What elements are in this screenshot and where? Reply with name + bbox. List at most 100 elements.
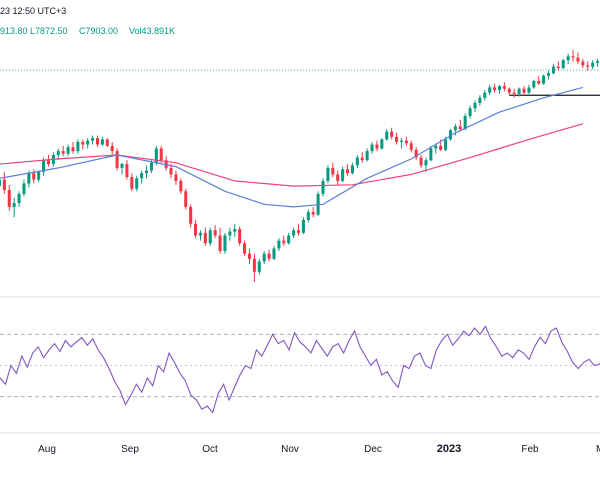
candle-body	[586, 65, 590, 67]
candle-body	[507, 88, 511, 93]
candle-body	[341, 169, 345, 181]
x-tick-oct: Oct	[202, 444, 218, 455]
x-tick-2023: 2023	[437, 443, 461, 455]
candle-body	[86, 140, 90, 145]
header-close: C7903.00	[79, 26, 118, 36]
header-datetime: 23 12:50 UTC+3	[0, 6, 66, 16]
candle-body	[360, 157, 364, 161]
candle-body	[301, 219, 305, 233]
candle-body	[174, 174, 178, 181]
candle-body	[591, 62, 595, 67]
candle-body	[497, 86, 502, 91]
candle-body	[365, 151, 369, 161]
candle-body	[571, 56, 575, 58]
candle-body	[272, 248, 276, 259]
candle-body	[468, 108, 472, 117]
candle-body	[189, 206, 193, 224]
candle-body	[424, 160, 428, 166]
candle-body	[463, 116, 467, 129]
candle-body	[434, 145, 438, 149]
candle-body	[267, 253, 271, 259]
candle-body	[458, 126, 462, 129]
oscillator-pane	[0, 325, 600, 414]
candle-body	[27, 173, 31, 184]
candle-body	[370, 144, 374, 152]
candle-body	[488, 87, 492, 93]
candle-body	[551, 66, 555, 74]
candle-body	[566, 56, 570, 61]
candle-body	[203, 232, 207, 244]
header-high: 913.80	[0, 26, 28, 36]
candle-body	[198, 232, 202, 236]
candle-body	[596, 61, 600, 63]
candle-body	[100, 139, 104, 145]
candle-body	[37, 171, 41, 180]
candle-body	[22, 183, 26, 194]
candle-body	[331, 167, 335, 175]
x-tick-mar: M	[596, 444, 600, 455]
candle-body	[233, 228, 237, 232]
x-tick-aug: Aug	[38, 444, 56, 455]
candle-body	[375, 144, 379, 149]
candle-body	[243, 243, 247, 254]
candle-body	[448, 130, 452, 140]
candle-body	[179, 180, 183, 192]
candle-body	[311, 212, 315, 215]
x-tick-feb: Feb	[521, 444, 539, 455]
candle-body	[32, 173, 36, 180]
candle-body	[12, 203, 16, 207]
candle-body	[208, 230, 212, 244]
candle-body	[380, 139, 384, 149]
candle-body	[350, 165, 354, 174]
candle-body	[512, 92, 516, 94]
candle-body	[105, 139, 109, 146]
candle-body	[390, 131, 394, 137]
candle-body	[257, 261, 261, 272]
candle-body	[223, 235, 227, 252]
candle-body	[238, 228, 242, 244]
candle-body	[355, 157, 359, 166]
candle-body	[409, 143, 413, 150]
x-tick-sep: Sep	[121, 444, 139, 455]
candle-body	[120, 164, 124, 168]
candle-body	[91, 138, 95, 141]
time-axis[interactable]: Aug Sep Oct Nov Dec 2023 Feb M	[38, 443, 600, 455]
header-volume: Vol43.891K	[129, 26, 175, 36]
candle-body	[56, 151, 60, 155]
candle-body	[247, 253, 251, 259]
candle-body	[576, 57, 580, 62]
header-low: L7872.50	[30, 26, 68, 36]
candle-body	[228, 231, 232, 236]
candle-body	[404, 140, 408, 144]
candle-body	[306, 212, 310, 220]
candle-body	[453, 126, 457, 131]
candle-body	[145, 170, 149, 174]
candle-body	[326, 167, 330, 181]
ma-slow-line	[0, 123, 583, 187]
candle-body	[292, 230, 296, 236]
candle-body	[444, 139, 448, 150]
candle-body	[115, 151, 119, 168]
candle-body	[581, 61, 585, 66]
candle-body	[287, 235, 291, 244]
candle-body	[218, 235, 222, 252]
candle-body	[95, 138, 100, 145]
candle-body	[522, 88, 526, 93]
candle-body	[194, 223, 198, 236]
candle-body	[184, 191, 188, 207]
candle-body	[46, 160, 50, 165]
candle-body	[17, 193, 21, 204]
candle-body	[154, 148, 158, 163]
candle-body	[527, 87, 531, 93]
candle-body	[561, 60, 565, 68]
candle-body	[321, 180, 325, 194]
candle-body	[414, 149, 418, 158]
candle-body	[419, 157, 423, 166]
candle-body	[439, 145, 443, 150]
candle-body	[547, 73, 551, 76]
candle-body	[537, 80, 541, 84]
candle-body	[296, 230, 301, 233]
x-tick-nov: Nov	[281, 444, 299, 455]
candle-body	[135, 178, 139, 189]
